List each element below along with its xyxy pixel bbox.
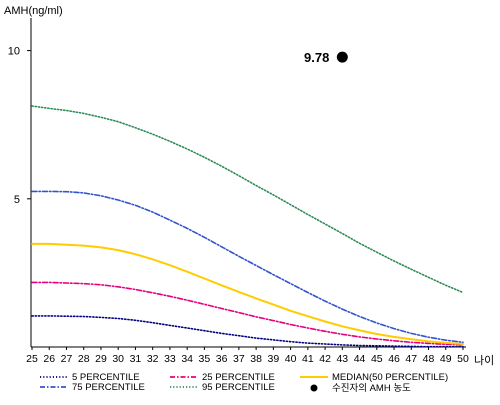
legend-marker	[310, 384, 318, 392]
x-tick-label: 34	[181, 353, 193, 365]
x-tick-label: 45	[371, 353, 383, 365]
legend-item: 수진자의 AMH 농도	[310, 383, 411, 394]
series-line	[31, 281, 464, 346]
legend-label: 수진자의 AMH 농도	[332, 383, 411, 394]
legend-label: 5 PERCENTILE	[72, 372, 140, 383]
data-point-marker	[336, 51, 348, 63]
y-tick-label: 5	[14, 194, 20, 206]
legend-item: 95 PERCENTILE	[170, 382, 275, 393]
x-tick-label: 48	[423, 353, 435, 365]
x-tick-label: 32	[147, 353, 159, 365]
legend-label: 75 PERCENTILE	[72, 382, 145, 393]
x-tick-label: 40	[285, 353, 297, 365]
x-tick-label: 36	[216, 353, 228, 365]
x-tick-label: 27	[61, 353, 73, 365]
x-tick-label: 31	[130, 353, 142, 365]
x-tick-label: 49	[440, 353, 452, 365]
x-tick-label: 47	[405, 353, 417, 365]
x-tick-label: 25	[26, 353, 38, 365]
x-tick-label: 43	[336, 353, 348, 365]
x-tick-label: 44	[354, 353, 366, 365]
x-tick-label: 37	[233, 353, 245, 365]
x-axis-label: 나이	[474, 354, 494, 367]
x-tick-label: 38	[250, 353, 262, 365]
y-axis-label: AMH(ng/ml)	[4, 5, 63, 17]
legend-item: MEDIAN(50 PERCENTILE)	[300, 372, 448, 383]
x-tick-label: 46	[388, 353, 400, 365]
x-tick-label: 29	[95, 353, 107, 365]
legend-label: 25 PERCENTILE	[202, 372, 275, 383]
x-tick-label: 35	[199, 353, 211, 365]
series-line	[31, 242, 464, 345]
x-tick-label: 39	[268, 353, 280, 365]
legend-item: 25 PERCENTILE	[170, 372, 275, 383]
series-line	[31, 105, 464, 294]
x-tick-label: 41	[302, 353, 314, 365]
legend-label: MEDIAN(50 PERCENTILE)	[332, 372, 448, 383]
x-tick-label: 33	[164, 353, 176, 365]
series-line	[31, 315, 464, 348]
legend-item: 5 PERCENTILE	[40, 372, 140, 383]
y-tick-label: 10	[8, 46, 20, 58]
x-tick-label: 26	[43, 353, 55, 365]
data-point-label: 9.78	[304, 50, 329, 65]
legend-item: 75 PERCENTILE	[40, 382, 145, 393]
x-tick-label: 42	[319, 353, 331, 365]
legend-label: 95 PERCENTILE	[202, 382, 275, 393]
x-tick-label: 50	[457, 353, 469, 365]
series-line	[31, 190, 464, 344]
x-tick-label: 30	[112, 353, 124, 365]
x-tick-label: 28	[78, 353, 90, 365]
